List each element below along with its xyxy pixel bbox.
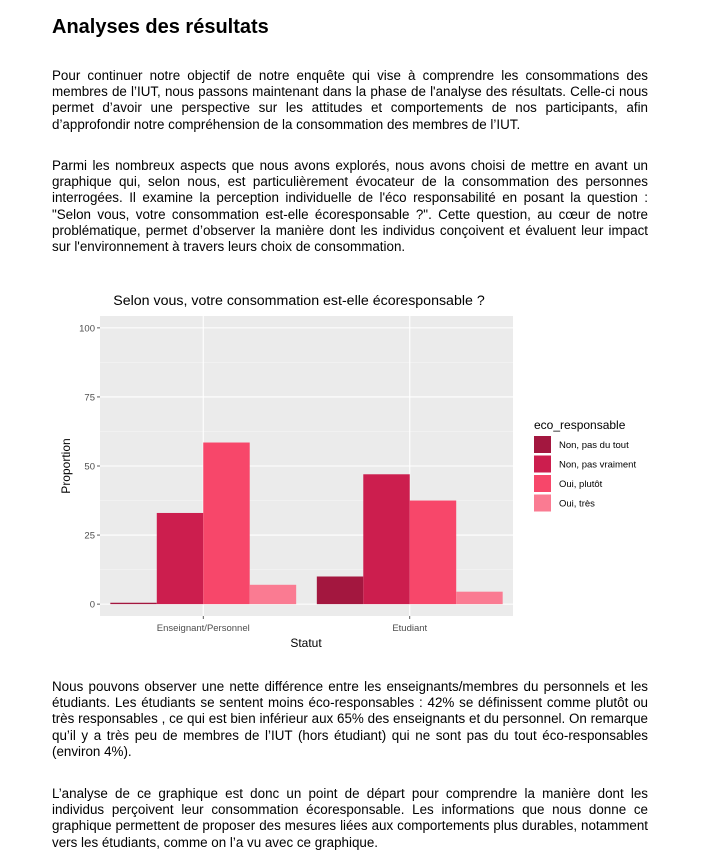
chart-title: Selon vous, votre consommation est-elle … [113, 293, 485, 309]
bar [110, 602, 157, 605]
bars-group [110, 442, 503, 605]
legend: Non, pas du tout Non, pas vraiment Oui, pl… [534, 436, 636, 512]
bar [363, 474, 410, 605]
legend-swatch [534, 455, 551, 473]
page-title: Analyses des résultats [52, 16, 269, 38]
context-paragraph: Parmi les nombreux aspects que nous avon… [52, 158, 648, 255]
bar [156, 512, 204, 605]
bar [456, 591, 503, 605]
y-tick-label: 75 [84, 392, 95, 403]
y-tick-label: 0 [90, 600, 95, 611]
eco-responsable-chart: Selon vous, votre consommation est-elle … [59, 293, 636, 650]
legend-label: Non, pas vraiment [559, 460, 636, 471]
bar [249, 584, 297, 605]
bar [316, 576, 364, 605]
y-axis: 0 25 50 75 100 [79, 323, 100, 611]
legend-label: Oui, plutôt [559, 479, 603, 490]
bar [203, 442, 250, 605]
analysis-paragraph: Nous pouvons observer une nette différen… [52, 679, 648, 759]
intro-paragraph: Pour continuer notre objectif de notre e… [52, 68, 648, 132]
y-tick-label: 100 [79, 323, 95, 334]
bar [409, 500, 457, 605]
legend-swatch [534, 494, 551, 512]
conclusion-paragraph: L’analyse de ce graphique est donc un po… [52, 786, 648, 850]
x-tick-label: Etudiant [392, 623, 427, 634]
legend-label: Oui, très [559, 499, 595, 510]
legend-swatch [534, 436, 551, 453]
y-tick-label: 25 [84, 531, 95, 542]
legend-swatch [534, 475, 551, 492]
y-axis-title: Proportion [59, 438, 73, 493]
x-tick-label: Enseignant/Personnel [157, 623, 250, 634]
x-axis-title: Statut [290, 636, 322, 650]
legend-label: Non, pas du tout [559, 440, 629, 451]
y-tick-label: 50 [84, 462, 95, 473]
x-axis: Enseignant/Personnel Etudiant [157, 616, 428, 634]
legend-title: eco_responsable [534, 418, 626, 432]
